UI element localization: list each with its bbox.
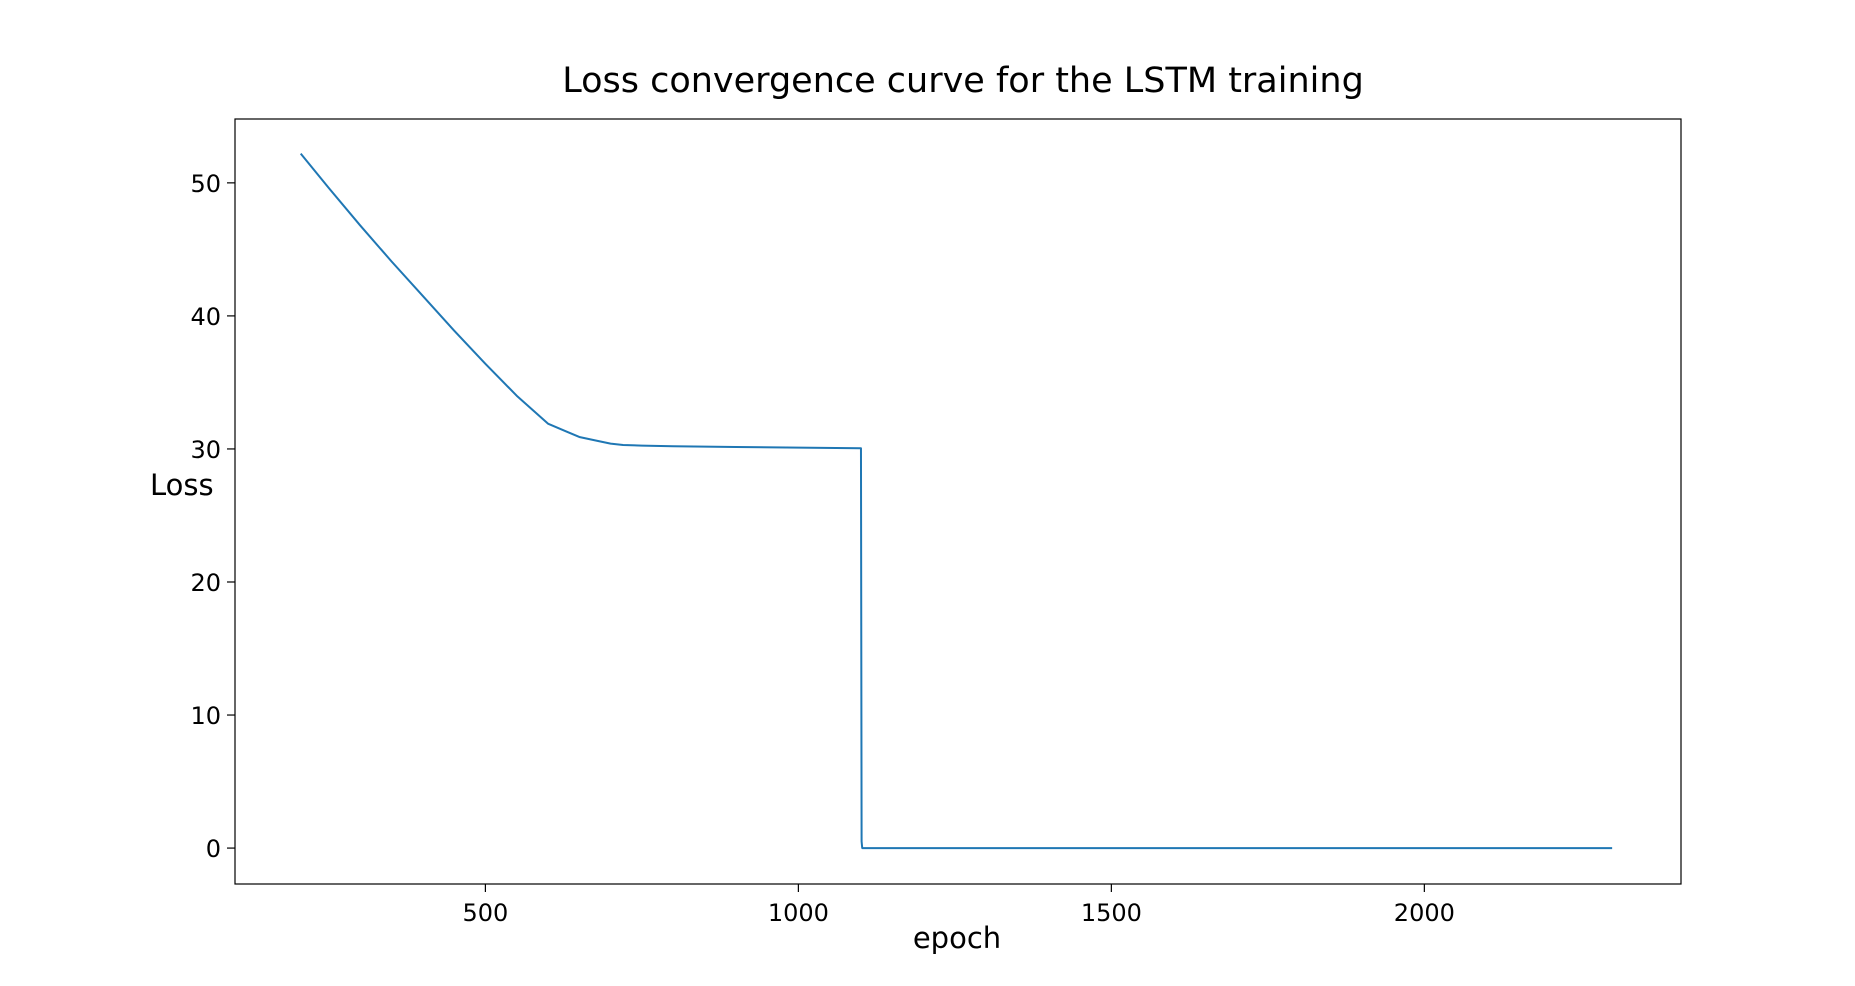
x-tick-label: 1500 [1081,899,1142,927]
y-axis-label: Loss [150,468,214,502]
loss-series-line [299,152,1613,850]
x-axis-label: epoch [913,921,1001,955]
y-tick-label: 0 [206,835,221,863]
y-tick-label: 10 [190,702,221,730]
x-tick-label: 500 [462,899,508,927]
y-axis-ticks: 0 10 20 30 40 50 [190,170,235,863]
x-axis-ticks: 500 1000 1500 2000 [462,884,1455,927]
y-tick-label: 50 [190,170,221,198]
x-tick-label: 1000 [768,899,829,927]
y-tick-label: 30 [190,436,221,464]
plot-area-frame [234,118,1682,885]
x-tick-label: 2000 [1394,899,1455,927]
chart-title: Loss convergence curve for the LSTM trai… [562,61,1364,101]
y-tick-label: 40 [190,303,221,331]
series-layer [299,152,1613,850]
y-tick-label: 20 [190,569,221,597]
